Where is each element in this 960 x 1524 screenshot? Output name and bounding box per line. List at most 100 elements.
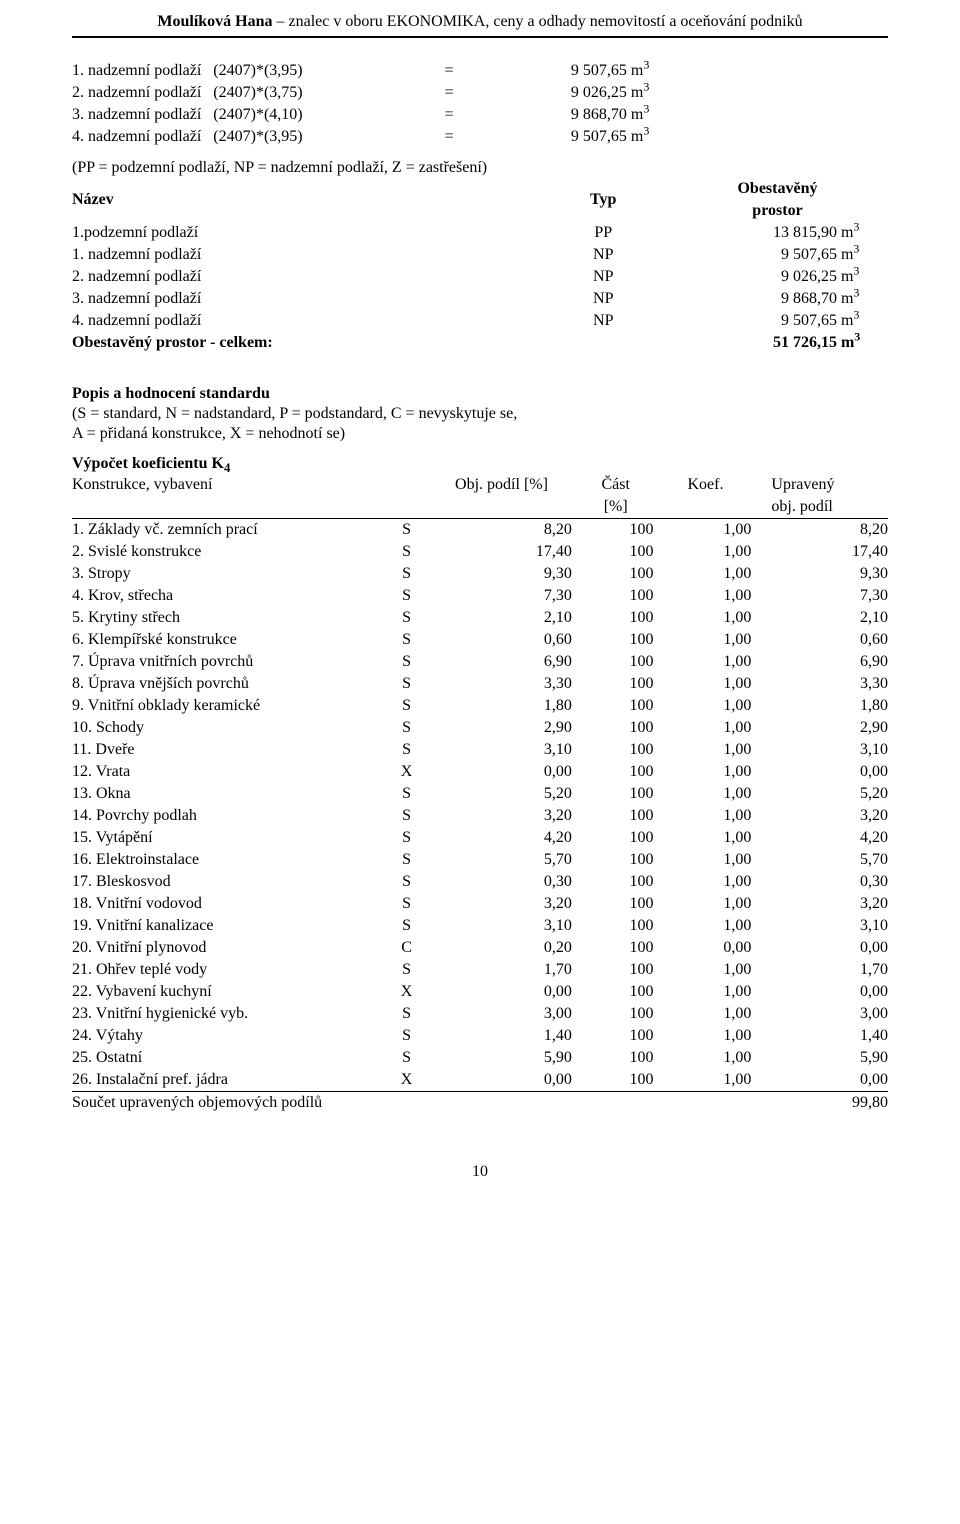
k4-row-koef: 1,00	[660, 695, 758, 717]
k4-row-cast: S	[382, 915, 431, 937]
k4-row-castp: 100	[578, 651, 660, 673]
ntp-row-typ: PP	[540, 222, 667, 244]
ntp-row-name: 1. nadzemní podlaží	[72, 244, 540, 266]
formula-row: 2. nadzemní podlaží (2407)*(3,75)=9 026,…	[72, 82, 888, 104]
k4-row-name: 16. Elektroinstalace	[72, 849, 382, 871]
k4-row-koef: 1,00	[660, 563, 758, 585]
k4-row-castp: 100	[578, 827, 660, 849]
k4-row-cast: S	[382, 673, 431, 695]
k4-row-koef: 1,00	[660, 1047, 758, 1069]
k4-row: 18. Vnitřní vodovodS3,201001,003,20	[72, 893, 888, 915]
k4-row-upr: 3,20	[757, 893, 888, 915]
k4-header-obj: Obj. podíl [%]	[431, 474, 578, 519]
k4-row-obj: 3,30	[431, 673, 578, 695]
k4-row-koef: 1,00	[660, 629, 758, 651]
k4-row-cast: S	[382, 739, 431, 761]
formula-label: 3. nadzemní podlaží (2407)*(4,10)	[72, 104, 415, 126]
ntp-row-name: 2. nadzemní podlaží	[72, 266, 540, 288]
ntp-row-value: 9 507,65	[667, 310, 837, 332]
ntp-row-value: 13 815,90	[667, 222, 837, 244]
k4-total-label: Součet upravených objemových podílů	[72, 1092, 757, 1114]
k4-row: 26. Instalační pref. jádraX0,001001,000,…	[72, 1069, 888, 1092]
k4-row-obj: 3,10	[431, 915, 578, 937]
k4-row-name: 25. Ostatní	[72, 1047, 382, 1069]
k4-row-name: 3. Stropy	[72, 563, 382, 585]
k4-row-name: 21. Ohřev teplé vody	[72, 959, 382, 981]
k4-row-upr: 5,90	[757, 1047, 888, 1069]
k4-row-castp: 100	[578, 915, 660, 937]
document-page: Moulíková Hana – znalec v oboru EKONOMIK…	[0, 0, 960, 1222]
k4-row-castp: 100	[578, 893, 660, 915]
k4-row-koef: 1,00	[660, 915, 758, 937]
k4-row-cast: S	[382, 541, 431, 563]
k4-row-upr: 3,00	[757, 1003, 888, 1025]
k4-row-koef: 1,00	[660, 541, 758, 563]
formula-label: 2. nadzemní podlaží (2407)*(3,75)	[72, 82, 415, 104]
k4-row-cast: X	[382, 761, 431, 783]
k4-row-cast: S	[382, 805, 431, 827]
ntp-row-name: 4. nadzemní podlaží	[72, 310, 540, 332]
k4-row-cast: S	[382, 585, 431, 607]
k4-row-cast: C	[382, 937, 431, 959]
k4-row-name: 20. Vnitřní plynovod	[72, 937, 382, 959]
k4-row-name: 1. Základy vč. zemních prací	[72, 519, 382, 541]
k4-row: 5. Krytiny střechS2,101001,002,10	[72, 607, 888, 629]
k4-row-name: 7. Úprava vnitřních povrchů	[72, 651, 382, 673]
ntp-total-unit: m3	[837, 332, 888, 354]
k4-row-cast: S	[382, 783, 431, 805]
k4-row-obj: 0,00	[431, 1069, 578, 1092]
k4-row-obj: 3,20	[431, 893, 578, 915]
k4-row: 7. Úprava vnitřních povrchůS6,901001,006…	[72, 651, 888, 673]
header-underline	[72, 36, 888, 38]
k4-row-upr: 4,20	[757, 827, 888, 849]
header-line: Moulíková Hana – znalec v oboru EKONOMIK…	[72, 12, 888, 32]
k4-row: 2. Svislé konstrukceS17,401001,0017,40	[72, 541, 888, 563]
header-name: Moulíková Hana	[157, 13, 272, 30]
k4-row: 19. Vnitřní kanalizaceS3,101001,003,10	[72, 915, 888, 937]
k4-row-name: 4. Krov, střecha	[72, 585, 382, 607]
k4-row-castp: 100	[578, 629, 660, 651]
ntp-row-unit: m3	[837, 244, 888, 266]
k4-row-cast: S	[382, 1003, 431, 1025]
k4-row: 4. Krov, střechaS7,301001,007,30	[72, 585, 888, 607]
page-number: 10	[72, 1162, 888, 1182]
k4-row-cast: X	[382, 981, 431, 1003]
ntp-total-label: Obestavěný prostor - celkem:	[72, 332, 540, 354]
k4-row-koef: 1,00	[660, 1003, 758, 1025]
k4-row-obj: 3,10	[431, 739, 578, 761]
k4-row-name: 9. Vnitřní obklady keramické	[72, 695, 382, 717]
k4-row-name: 19. Vnitřní kanalizace	[72, 915, 382, 937]
k4-row-castp: 100	[578, 673, 660, 695]
k4-row-upr: 0,00	[757, 761, 888, 783]
ntp-row: 4. nadzemní podlažíNP9 507,65m3	[72, 310, 888, 332]
ntp-row-value: 9 026,25	[667, 266, 837, 288]
k4-header-cast2: [%]	[578, 496, 660, 519]
k4-row: 3. StropyS9,301001,009,30	[72, 563, 888, 585]
k4-row-obj: 8,20	[431, 519, 578, 541]
k4-row-name: 2. Svislé konstrukce	[72, 541, 382, 563]
k4-row-cast: S	[382, 1047, 431, 1069]
k4-row: 23. Vnitřní hygienické vyb.S3,001001,003…	[72, 1003, 888, 1025]
ntp-row-value: 9 507,65	[667, 244, 837, 266]
k4-row-upr: 0,00	[757, 981, 888, 1003]
standard-legend-2: A = přidaná konstrukce, X = nehodnotí se…	[72, 424, 888, 444]
k4-row-castp: 100	[578, 607, 660, 629]
ntp-row-typ: NP	[540, 244, 667, 266]
k4-total-value: 99,80	[757, 1092, 888, 1114]
k4-row: 16. ElektroinstalaceS5,701001,005,70	[72, 849, 888, 871]
k4-row: 11. DveřeS3,101001,003,10	[72, 739, 888, 761]
k4-row: 14. Povrchy podlahS3,201001,003,20	[72, 805, 888, 827]
ntp-row: 3. nadzemní podlažíNP9 868,70m3	[72, 288, 888, 310]
formula-row: 3. nadzemní podlaží (2407)*(4,10)=9 868,…	[72, 104, 888, 126]
k4-header-row-1: Konstrukce, vybavení Obj. podíl [%] Část…	[72, 474, 888, 496]
k4-row-obj: 1,40	[431, 1025, 578, 1047]
k4-row-koef: 1,00	[660, 739, 758, 761]
k4-row-castp: 100	[578, 1047, 660, 1069]
k4-row-name: 10. Schody	[72, 717, 382, 739]
k4-row: 25. OstatníS5,901001,005,90	[72, 1047, 888, 1069]
formula-value: 9 868,70	[464, 104, 627, 126]
k4-row-castp: 100	[578, 761, 660, 783]
header-sep: –	[273, 13, 289, 30]
formula-eq: =	[415, 126, 464, 148]
k4-row: 9. Vnitřní obklady keramickéS1,801001,00…	[72, 695, 888, 717]
